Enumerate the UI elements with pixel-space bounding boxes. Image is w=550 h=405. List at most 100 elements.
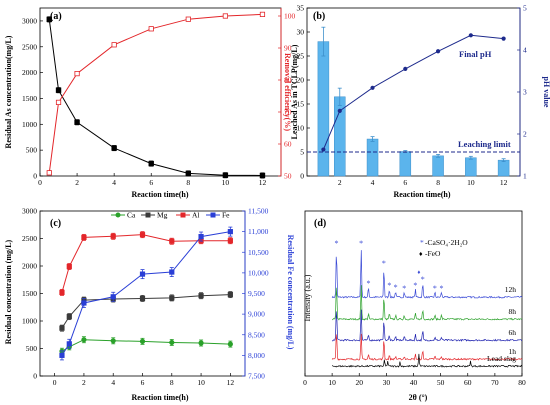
panel-c-ytick-label-right: 7,500 <box>248 372 265 381</box>
as-concentration-line <box>48 19 263 176</box>
panel-b-ylabel-right: pH value <box>542 77 550 108</box>
mg-point <box>227 292 233 298</box>
fe-point <box>81 300 87 306</box>
feo-legend-label: -FeO <box>425 249 441 258</box>
final-ph-point <box>435 49 441 54</box>
xrd-trace-label-lead-slag: Lead slag <box>487 354 516 363</box>
panel-a-frame <box>39 7 282 177</box>
panel-b-xtick-label: 4 <box>371 178 375 187</box>
panel-c-xtick-label: 12 <box>227 378 235 387</box>
feo-legend-marker: ♦ <box>419 250 423 258</box>
panel-d-label: (d) <box>314 218 326 229</box>
panel-b-label: (b) <box>313 11 325 22</box>
al-point <box>227 238 233 244</box>
panel-a-ytick-label-left: 500 <box>26 146 38 155</box>
al-point <box>139 232 146 238</box>
panel-c-ytick-label-right: 9,500 <box>248 289 265 298</box>
gypsum-peak-marker: * <box>439 284 443 293</box>
as-concentration-point <box>74 119 80 125</box>
fe-legend-label: Fe <box>222 211 230 220</box>
panel-d-xtick-label: 10 <box>328 378 336 387</box>
gypsum-peak-marker: * <box>334 239 338 248</box>
panel-c-ylabel-left: Residual concentration (mg/L) <box>4 239 13 344</box>
mg-legend-label: Mg <box>157 211 168 220</box>
removal-efficiency-point <box>46 170 52 176</box>
panel-c-xtick-label: 8 <box>170 378 174 387</box>
panel-b-ytick-label-right: 1 <box>523 172 527 181</box>
gypsum-peak-marker: * <box>402 284 406 293</box>
fe-point <box>139 271 146 277</box>
final-ph-point <box>321 147 326 152</box>
panel-b-ytick-label-right: 5 <box>523 4 527 13</box>
panel-a-xtick-label: 6 <box>149 178 153 187</box>
final-ph-point <box>370 85 375 90</box>
removal-efficiency-point <box>111 42 117 48</box>
panel-b-xtick-label: 12 <box>500 178 508 187</box>
al-point <box>59 289 65 295</box>
al-legend-label: Al <box>192 211 200 220</box>
panel-b-ytick-label-left: 25 <box>297 52 305 61</box>
fe-point <box>227 229 233 235</box>
panel-c-ytick-label-left: 2500 <box>22 234 37 243</box>
panel-a-xtick-label: 2 <box>75 178 79 187</box>
tclp-bar <box>497 159 510 177</box>
panel-c-xtick-label: 10 <box>197 378 205 387</box>
removal-efficiency-point <box>148 26 154 32</box>
leaching-limit-annotation: Leaching limit <box>458 139 511 149</box>
gypsum-peak-marker: * <box>359 239 363 248</box>
panel-a-ytick-label-left: 2000 <box>22 68 37 77</box>
panel-d-xtick-label: 20 <box>356 378 364 387</box>
as-concentration-point <box>222 172 229 178</box>
panel-d-xtick-label: 30 <box>383 378 391 387</box>
panel-a-xtick-label: 10 <box>222 178 230 187</box>
mg-point <box>169 295 175 301</box>
panel-b-ytick-label-left: 30 <box>297 28 305 37</box>
al-point <box>169 238 175 244</box>
tclp-bar <box>432 155 444 177</box>
final-ph-annotation: Final pH <box>459 49 492 59</box>
xrd-trace-lead-slag <box>331 353 523 368</box>
as-concentration-point <box>111 145 117 151</box>
al-legend-marker <box>180 212 186 218</box>
ca-point <box>110 338 116 344</box>
removal-efficiency-point <box>74 71 80 77</box>
fe-point <box>169 269 175 275</box>
removal-efficiency-point <box>185 16 191 22</box>
panel-c-ytick-label-left: 500 <box>26 344 38 353</box>
al-point <box>110 233 116 239</box>
panel-b-ytick-label-left: 10 <box>297 124 305 133</box>
gypsum-peak-marker: * <box>382 259 386 268</box>
panel-a-ytick-label-left: 1500 <box>22 94 37 103</box>
panel-b-ytick-label-right: 2 <box>523 130 527 139</box>
panel-b-ytick-label-left: 20 <box>297 76 305 85</box>
panel-c-ytick-label-right: 9,000 <box>248 310 265 319</box>
ca-line <box>61 339 231 352</box>
tclp-bar <box>317 41 330 177</box>
panel-d-ylabel: Intensity (a.u.) <box>303 274 312 321</box>
mg-legend-marker <box>145 212 151 218</box>
panel-c-xtick-label: 6 <box>141 378 145 387</box>
panel-b-ytick-label-left: 5 <box>300 148 304 157</box>
panel-b-ytick-label-left: 0 <box>300 172 304 181</box>
ca-point <box>139 338 146 344</box>
panel-a-ytick-label-left: 0 <box>33 172 37 181</box>
as-concentration-point <box>148 160 154 167</box>
panel-c-ytick-label-left: 3000 <box>22 207 37 216</box>
as-concentration-point <box>259 172 266 179</box>
xrd-trace-label-6h: 6h <box>509 328 517 337</box>
panel-a-ytick-label-right: 90 <box>284 44 292 53</box>
as-concentration-point <box>55 87 62 93</box>
gypsum-peak-marker: * <box>366 279 370 288</box>
panel-a-label: (a) <box>50 11 62 22</box>
panel-c-ylabel-right: Residual Fe concentration (mg/L) <box>286 235 295 350</box>
panel-d-legend: * -CaSO₄·2H₂O ♦ -FeO <box>419 238 468 258</box>
tclp-bar <box>399 151 412 177</box>
panel-d-xtick-label: 70 <box>491 378 499 387</box>
final-ph-point <box>403 66 408 71</box>
removal-efficiency-line <box>48 13 263 173</box>
panel-d-xtick-label: 80 <box>518 378 526 387</box>
panel-c-ytick-label-left: 0 <box>33 372 37 381</box>
panel-c-xtick-label: 4 <box>111 378 115 387</box>
